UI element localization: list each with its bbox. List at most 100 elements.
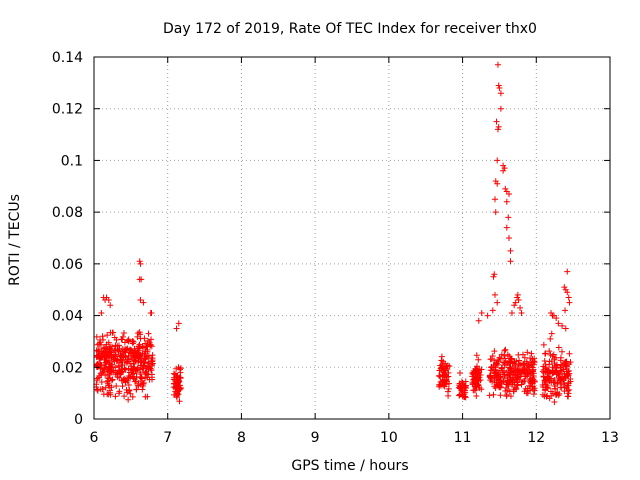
data-point	[170, 376, 177, 383]
data-point	[469, 373, 476, 380]
data-point	[507, 375, 514, 382]
data-point	[501, 355, 508, 362]
data-point	[119, 333, 126, 340]
data-point	[540, 341, 547, 348]
data-point	[140, 379, 147, 386]
data-point	[564, 289, 571, 296]
data-point	[130, 360, 137, 367]
data-point	[554, 389, 561, 396]
data-point	[469, 379, 476, 386]
data-point	[107, 302, 114, 309]
data-point	[134, 364, 141, 371]
data-point	[505, 383, 512, 390]
data-point	[540, 383, 547, 390]
data-point	[497, 105, 504, 112]
data-point	[529, 380, 536, 387]
data-point	[564, 268, 571, 275]
data-point	[492, 291, 499, 298]
data-point	[528, 377, 535, 384]
data-point	[119, 366, 126, 373]
data-point	[475, 356, 482, 363]
data-point	[492, 178, 499, 185]
data-point	[172, 385, 179, 392]
x-tick-label: 10	[380, 430, 398, 446]
data-point	[144, 360, 151, 367]
data-point	[500, 167, 507, 174]
y-tick-label: 0.02	[52, 360, 83, 376]
data-point	[443, 378, 450, 385]
data-point	[104, 377, 111, 384]
data-point	[144, 393, 151, 400]
data-point	[549, 370, 556, 377]
data-point	[97, 370, 104, 377]
data-point	[540, 373, 547, 380]
data-point	[492, 385, 499, 392]
data-point	[444, 366, 451, 373]
y-tick-label: 0.08	[52, 205, 83, 221]
data-point	[494, 157, 501, 164]
x-axis-label: GPS time / hours	[291, 458, 408, 474]
data-point	[546, 348, 553, 355]
data-point	[142, 353, 149, 360]
data-point	[506, 359, 513, 366]
y-axis-label: ROTI / TECUs	[7, 194, 23, 286]
data-point	[497, 392, 504, 399]
data-point	[505, 214, 512, 221]
data-point	[112, 352, 119, 359]
data-point	[176, 398, 183, 405]
data-point	[548, 309, 555, 316]
data-point	[120, 330, 127, 337]
data-point	[143, 343, 150, 350]
data-point	[495, 356, 502, 363]
data-point	[518, 370, 525, 377]
data-point	[173, 325, 180, 332]
data-point	[517, 304, 524, 311]
y-tick-label: 0.12	[52, 102, 83, 118]
data-point	[175, 320, 182, 327]
data-point	[506, 372, 513, 379]
data-point	[541, 377, 548, 384]
data-point	[529, 386, 536, 393]
data-point	[470, 377, 477, 384]
data-point	[514, 381, 521, 388]
data-point	[505, 358, 512, 365]
data-point	[174, 380, 181, 387]
data-point	[473, 381, 480, 388]
data-point	[500, 162, 507, 169]
data-point	[503, 224, 510, 231]
data-point	[116, 359, 123, 366]
data-point	[477, 377, 484, 384]
data-point	[562, 307, 569, 314]
data-point	[486, 373, 493, 380]
data-point	[446, 363, 453, 370]
x-tick-label: 8	[237, 430, 246, 446]
data-point	[116, 374, 123, 381]
data-point	[566, 299, 573, 306]
data-point	[518, 309, 525, 316]
data-point	[103, 357, 110, 364]
data-point	[501, 165, 508, 172]
data-point	[104, 371, 111, 378]
data-point	[562, 360, 569, 367]
data-point	[547, 388, 554, 395]
data-point	[487, 356, 494, 363]
plot-frame	[93, 56, 611, 420]
data-point	[489, 352, 496, 359]
data-point	[149, 376, 156, 383]
data-point	[137, 343, 144, 350]
x-tick-label: 9	[311, 430, 320, 446]
data-point	[149, 357, 156, 364]
data-point	[142, 369, 149, 376]
data-point	[517, 373, 524, 380]
data-point	[456, 369, 463, 376]
data-point	[462, 378, 469, 385]
data-point	[117, 356, 124, 363]
data-point	[121, 339, 128, 346]
data-point	[440, 377, 447, 384]
data-point	[107, 329, 114, 336]
data-point	[553, 368, 560, 375]
data-point	[524, 349, 531, 356]
data-point	[137, 369, 144, 376]
x-tick-label: 11	[454, 430, 472, 446]
data-point	[521, 364, 528, 371]
